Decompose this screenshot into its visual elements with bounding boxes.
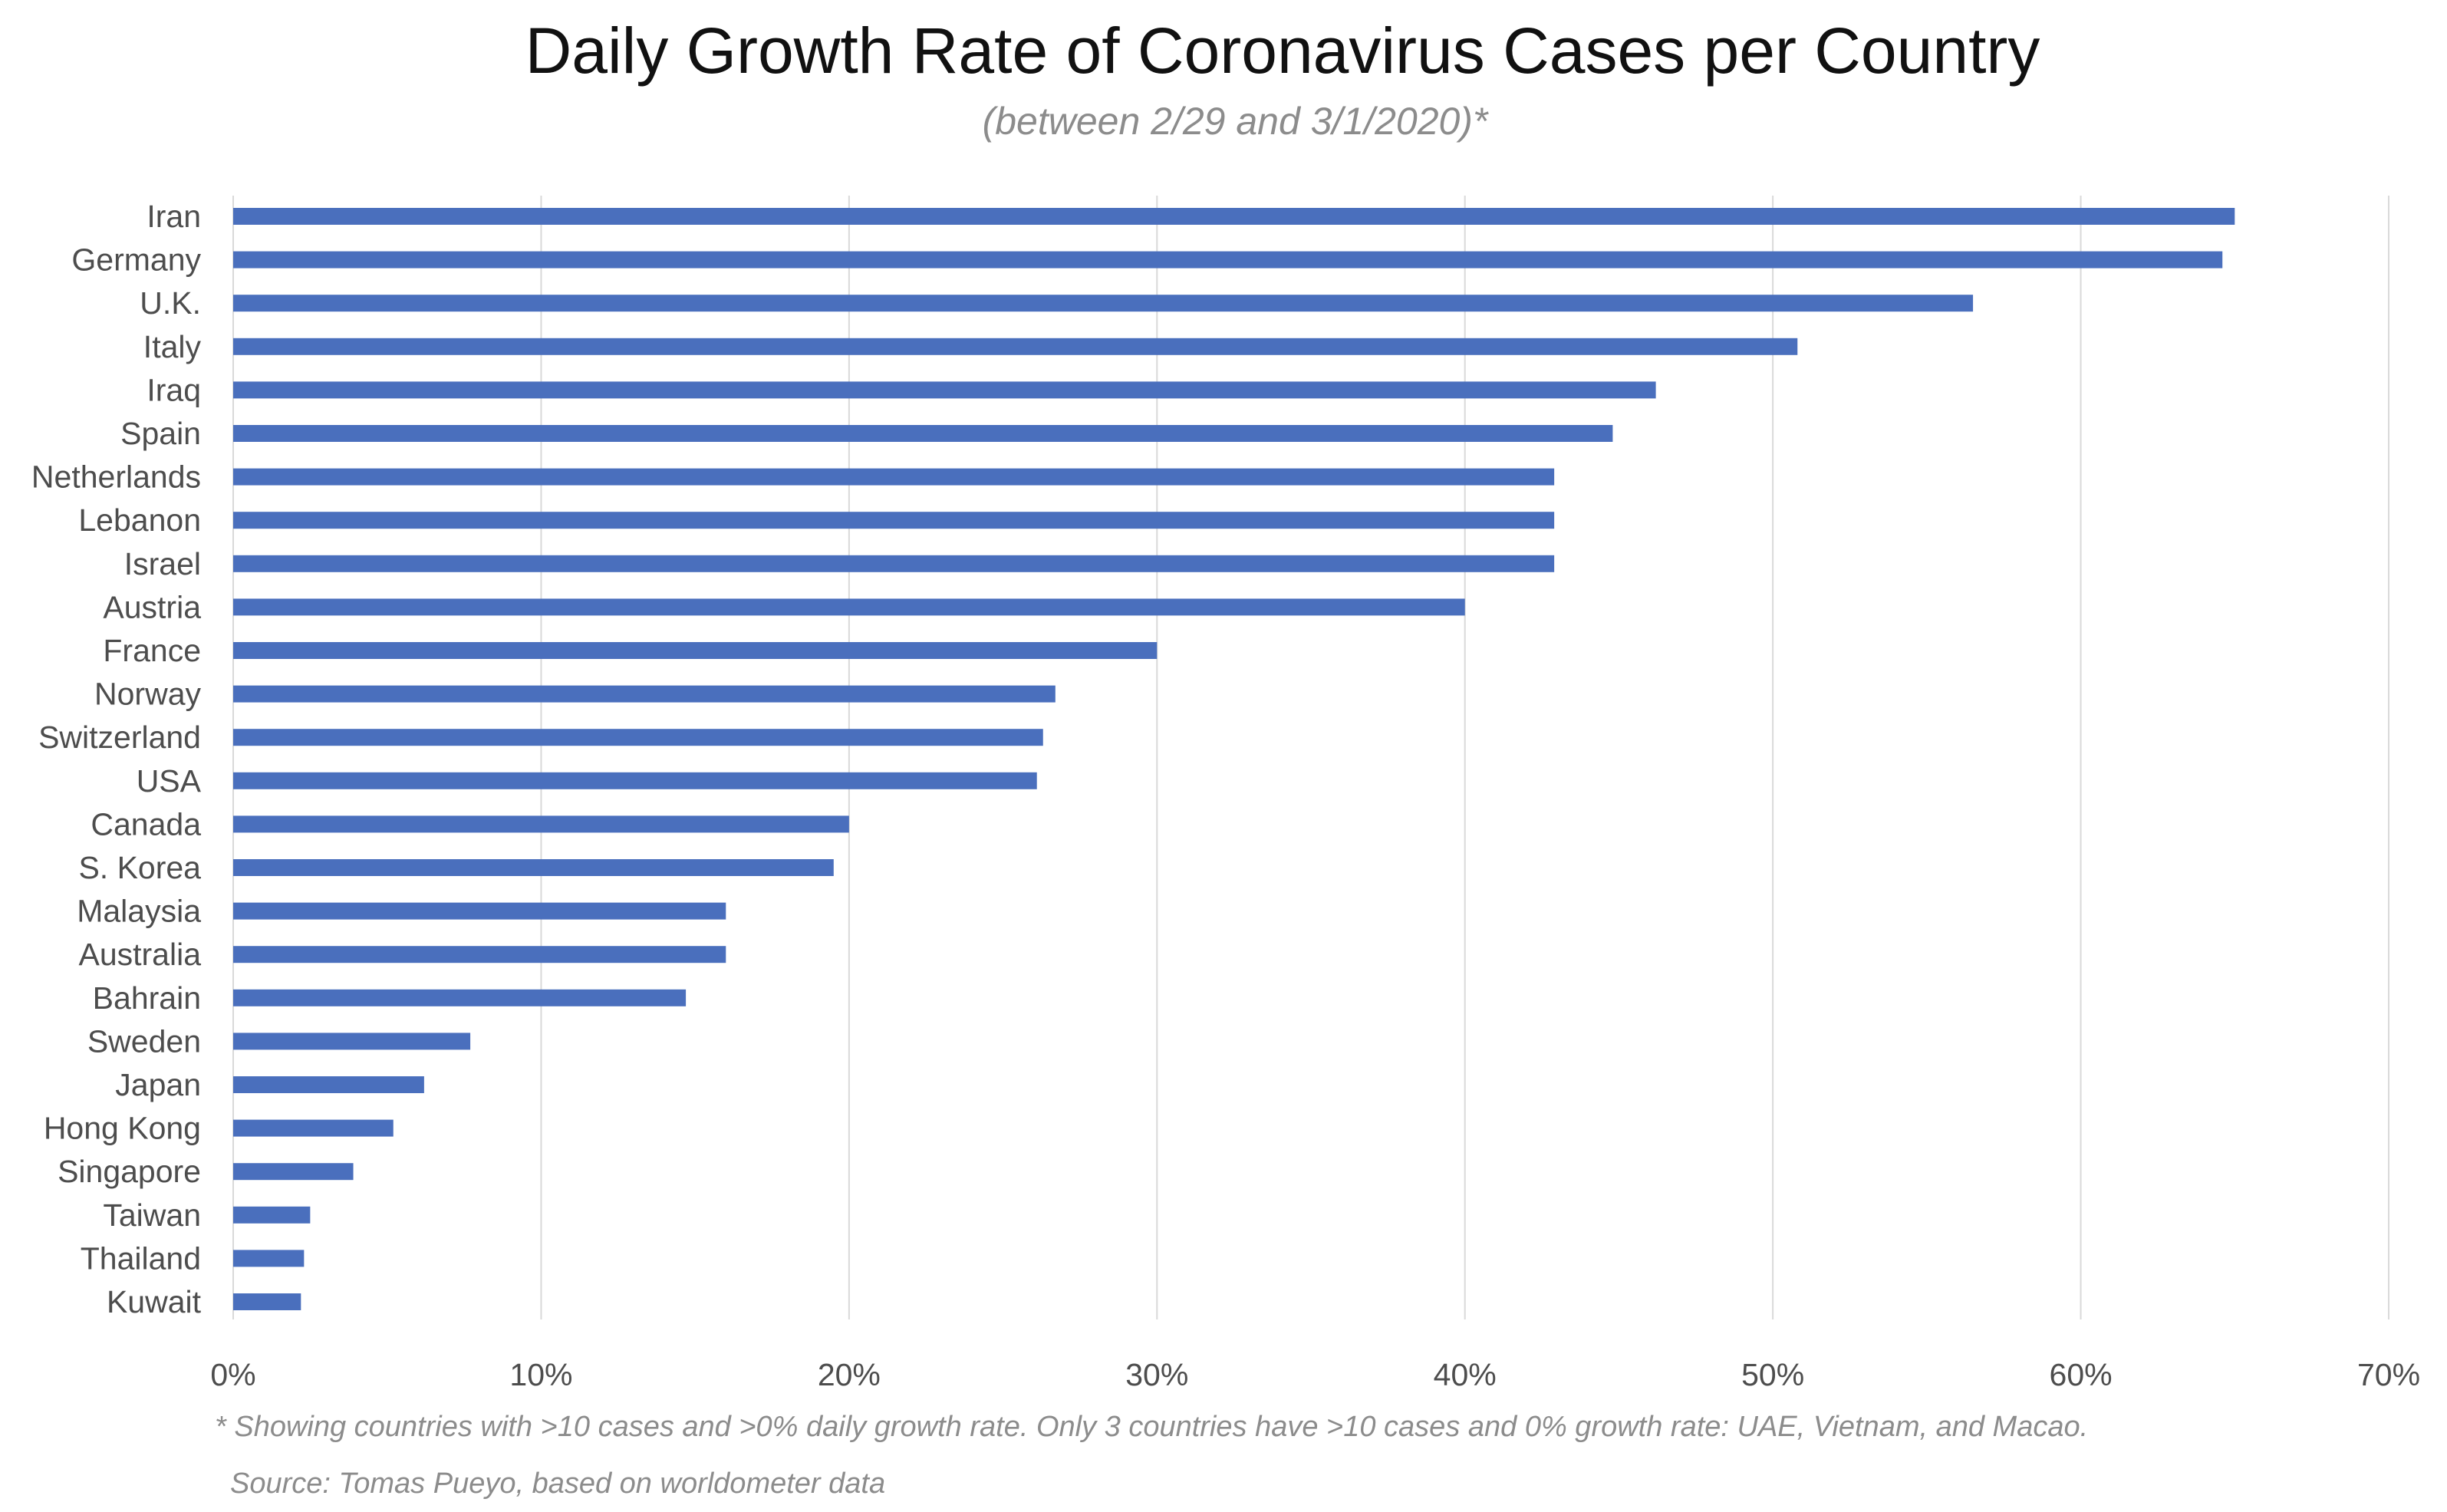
category-label: Canada (91, 806, 201, 842)
bar (233, 1163, 354, 1181)
category-label: Hong Kong (44, 1111, 201, 1146)
bar (233, 859, 834, 876)
category-label: Netherlands (31, 460, 201, 495)
bar (233, 338, 1798, 355)
bar (233, 1206, 311, 1224)
category-label: Lebanon (78, 502, 201, 538)
category-label: Iran (147, 199, 201, 234)
bar (233, 1033, 471, 1050)
bar (233, 208, 2235, 225)
category-label: S. Korea (78, 850, 201, 885)
bar (233, 425, 1613, 442)
bar (233, 468, 1555, 486)
chart-footnote: * Showing countries with >10 cases and >… (215, 1411, 2088, 1443)
category-label: Japan (115, 1067, 201, 1102)
bar (233, 598, 1465, 616)
category-label: Malaysia (77, 894, 201, 929)
chart-subtitle: (between 2/29 and 3/1/2020)* (983, 100, 1489, 143)
bar (233, 512, 1555, 529)
bar (233, 555, 1555, 572)
category-label: Taiwan (103, 1197, 201, 1233)
x-tick-label: 40% (1434, 1357, 1497, 1392)
x-tick-label: 50% (1741, 1357, 1804, 1392)
category-label: U.K. (140, 285, 201, 321)
category-labels: Iran Germany U.K. Italy Iraq Spain Netherlands… (31, 199, 202, 1319)
category-label: Switzerland (38, 720, 201, 755)
x-tick-label: 30% (1125, 1357, 1188, 1392)
category-label: Norway (94, 677, 201, 712)
bar (233, 815, 849, 833)
chart-title: Daily Growth Rate of Coronavirus Cases p… (525, 15, 2040, 87)
x-tick-label: 10% (509, 1357, 572, 1392)
category-label: Australia (78, 937, 201, 972)
bar (233, 1119, 394, 1137)
bar (233, 1076, 424, 1093)
bar (233, 685, 1056, 703)
chart-source: Source: Tomas Pueyo, based on worldomete… (230, 1468, 885, 1500)
bar (233, 1293, 301, 1310)
category-label: Israel (124, 546, 201, 581)
category-label: Germany (71, 242, 201, 278)
bar (233, 295, 1974, 312)
bars (233, 208, 2235, 1310)
bar (233, 642, 1158, 659)
x-tick-label: 0% (210, 1357, 255, 1392)
x-tick-label: 20% (818, 1357, 881, 1392)
bar (233, 946, 726, 964)
x-tick-label: 60% (2050, 1357, 2113, 1392)
gridlines (232, 196, 2389, 1319)
bar (233, 772, 1037, 789)
bar (233, 729, 1043, 746)
bar (233, 1250, 305, 1267)
bar (233, 381, 1656, 399)
x-tick-label: 70% (2357, 1357, 2420, 1392)
category-label: USA (137, 763, 202, 799)
category-label: Austria (103, 589, 201, 624)
category-label: Singapore (58, 1154, 201, 1189)
bar (233, 902, 726, 920)
category-label: Sweden (87, 1023, 201, 1059)
bar (233, 251, 2223, 268)
category-label: Iraq (147, 372, 201, 407)
bar (233, 989, 687, 1006)
category-label: Kuwait (107, 1284, 202, 1319)
category-label: Spain (120, 416, 201, 451)
category-label: Italy (143, 329, 202, 364)
category-label: France (103, 633, 201, 668)
category-label: Bahrain (93, 980, 201, 1016)
x-axis-tick-labels: 0% 10% 20% 30% 40% 50% 60% 70% (210, 1357, 2420, 1392)
category-label: Thailand (81, 1240, 201, 1276)
